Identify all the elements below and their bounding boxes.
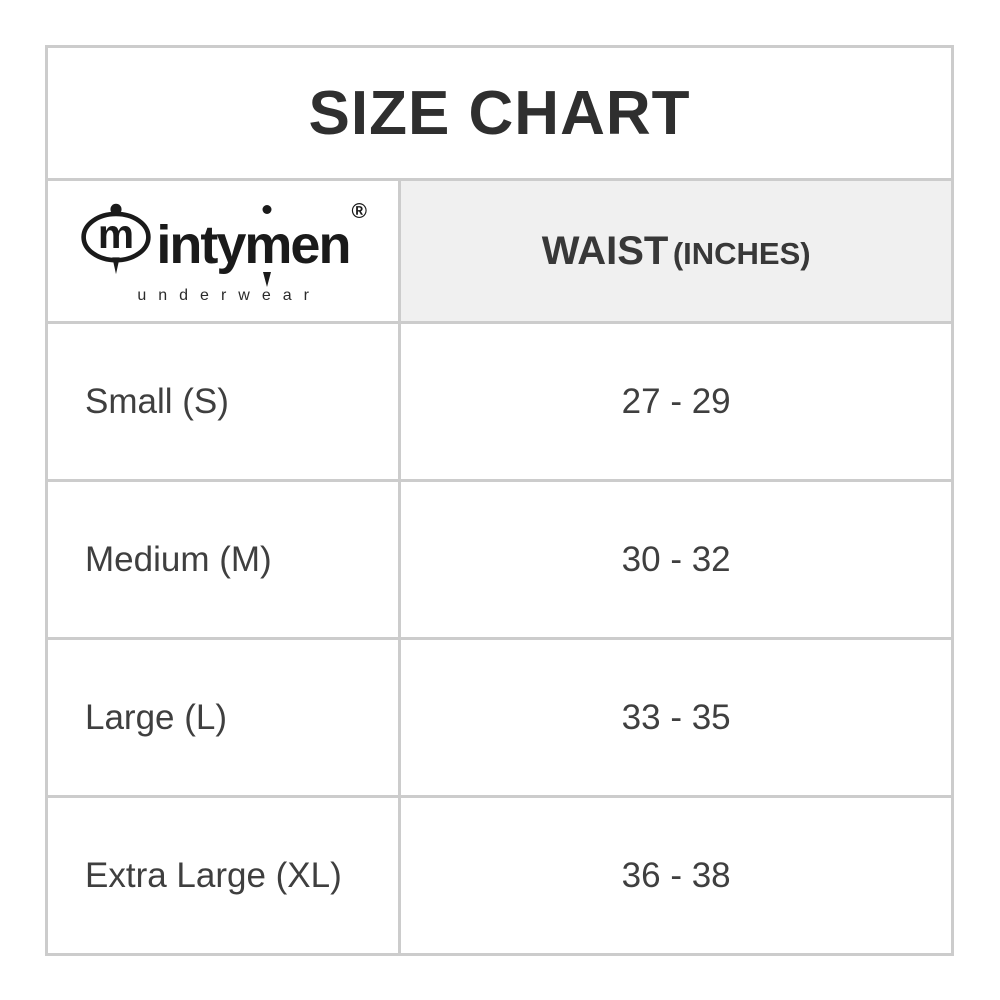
size-label: Medium (M) [44,479,402,640]
brand-logo: m intymen ® underwear [79,198,367,305]
brand-monogram-icon: m [81,203,152,274]
waist-header-cell: WAIST (INCHES) [398,178,954,324]
size-label: Extra Large (XL) [44,795,402,956]
table-row: Medium (M) 30 - 32 [44,479,954,640]
waist-header-unit: (INCHES) [672,235,811,271]
waist-value: 33 - 35 [398,637,954,798]
brand-name-suffix: en [290,214,351,275]
size-label: Large (L) [44,637,402,798]
brand-marked-m: m [244,214,292,275]
brand-tagline: underwear [137,286,321,304]
size-label: Small (S) [44,321,402,482]
size-chart-table: SIZE CHART m intymen ® [44,45,954,956]
table-row: Large (L) 33 - 35 [44,637,954,798]
svg-text:m: m [98,211,134,257]
header-row: m intymen ® underwear WAIST (INCHES) [44,178,954,324]
title-row: SIZE CHART [45,45,954,181]
waist-value: 30 - 32 [398,479,954,640]
waist-value: 36 - 38 [398,795,954,956]
brand-logo-cell: m intymen ® underwear [44,178,402,324]
size-chart-container: SIZE CHART m intymen ® [44,45,954,956]
page-title: SIZE CHART [45,45,954,181]
brand-name-prefix: inty [156,214,246,275]
waist-value: 27 - 29 [398,321,954,482]
table-row: Extra Large (XL) 36 - 38 [44,795,954,956]
registered-trademark-icon: ® [351,199,367,223]
waist-header-label: WAIST [541,228,669,273]
brand-wordmark: intymen [156,214,351,278]
table-row: Small (S) 27 - 29 [44,321,954,482]
